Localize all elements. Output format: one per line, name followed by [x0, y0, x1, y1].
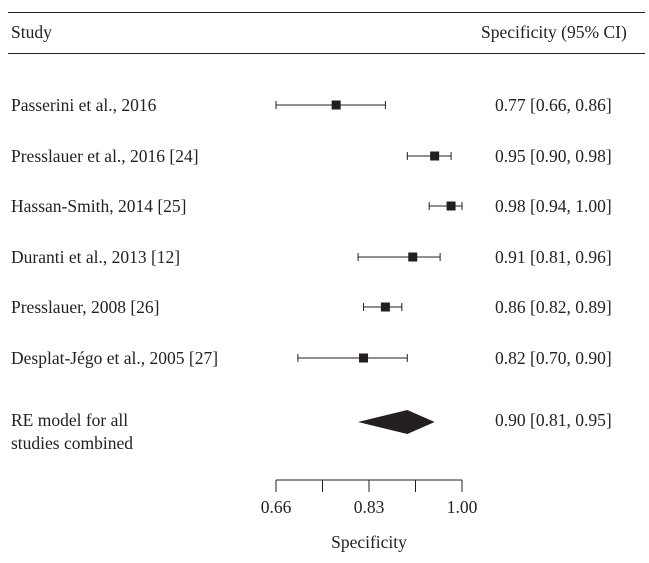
- study-label: Presslauer, 2008 [26]: [11, 297, 160, 317]
- point-estimate: [408, 252, 418, 262]
- study-label: Duranti et al., 2013 [12]: [11, 247, 181, 267]
- point-estimate: [331, 100, 341, 110]
- x-axis-label: Specificity: [331, 532, 407, 552]
- study-label: Desplat-Jégo et al., 2005 [27]: [11, 348, 219, 368]
- effect-text: 0.86 [0.82, 0.89]: [495, 297, 612, 317]
- summary-diamond: [358, 410, 435, 434]
- point-estimate: [380, 302, 390, 312]
- effect-text: 0.98 [0.94, 1.00]: [495, 196, 612, 216]
- point-estimate: [359, 353, 369, 363]
- effect-text: 0.95 [0.90, 0.98]: [495, 146, 612, 166]
- specificity-column-header: Specificity (95% CI): [481, 22, 627, 42]
- point-estimate: [430, 151, 440, 161]
- x-tick-label: 1.00: [447, 497, 478, 517]
- study-label: Passerini et al., 2016: [11, 95, 157, 115]
- summary-label-line: studies combined: [11, 433, 133, 453]
- x-tick-label: 0.83: [354, 497, 385, 517]
- top-rule: [8, 12, 645, 13]
- study-column-header: Study: [11, 22, 52, 42]
- study-label: Presslauer et al., 2016 [24]: [11, 146, 199, 166]
- effect-text: 0.82 [0.70, 0.90]: [495, 348, 612, 368]
- point-estimate: [446, 201, 456, 211]
- x-tick-label: 0.66: [261, 497, 292, 517]
- header-rule: [8, 53, 645, 54]
- summary-label-line: RE model for all: [11, 410, 129, 430]
- effect-text: 0.77 [0.66, 0.86]: [495, 95, 612, 115]
- summary-effect-text: 0.90 [0.81, 0.95]: [495, 410, 612, 430]
- study-label: Hassan-Smith, 2014 [25]: [11, 196, 187, 216]
- effect-text: 0.91 [0.81, 0.96]: [495, 247, 612, 267]
